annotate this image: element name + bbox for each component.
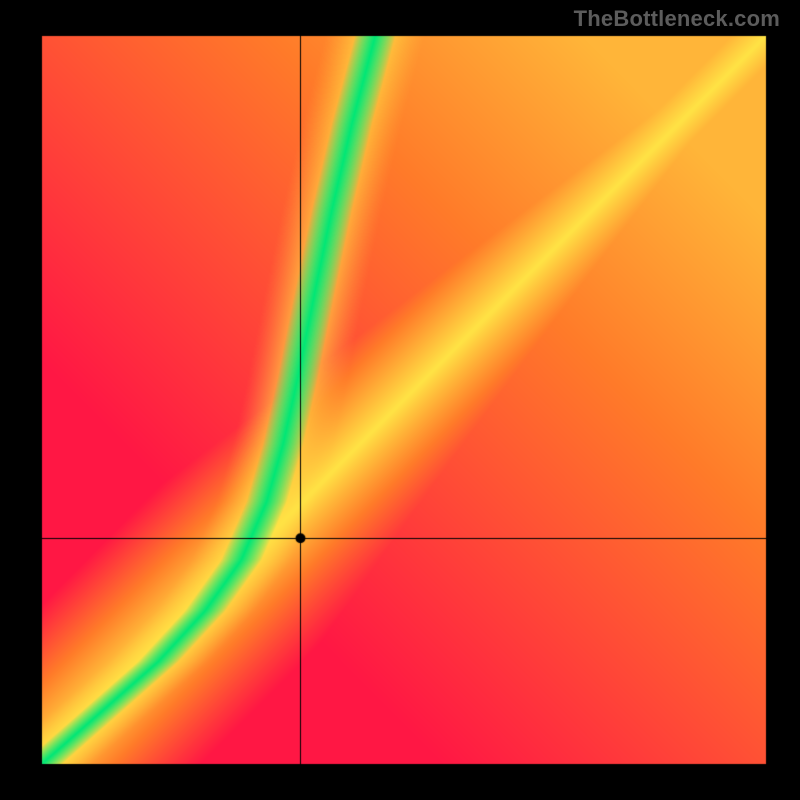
chart-container: { "watermark": { "text": "TheBottleneck.…: [0, 0, 800, 800]
watermark-text: TheBottleneck.com: [574, 6, 780, 32]
bottleneck-heatmap: [0, 0, 800, 800]
